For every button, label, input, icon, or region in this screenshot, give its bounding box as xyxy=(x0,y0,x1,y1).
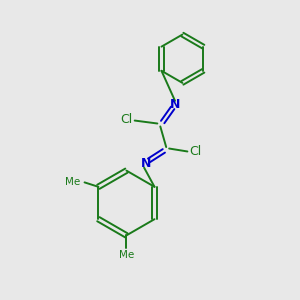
Text: N: N xyxy=(140,157,151,170)
Text: Cl: Cl xyxy=(190,145,202,158)
Text: Me: Me xyxy=(119,250,134,260)
Text: N: N xyxy=(170,98,180,111)
Text: Cl: Cl xyxy=(120,112,133,126)
Text: Me: Me xyxy=(65,177,81,188)
